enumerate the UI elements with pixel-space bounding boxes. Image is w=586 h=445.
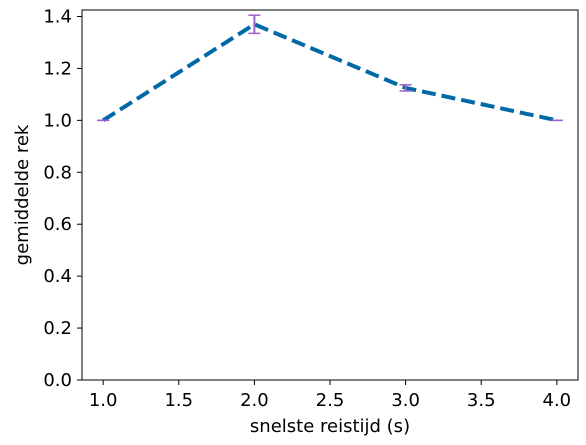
y-axis-label: gemiddelde rek	[12, 124, 33, 265]
x-tick-label: 1.5	[164, 390, 193, 411]
y-tick-label: 1.0	[43, 110, 72, 131]
y-tick-label: 0.6	[43, 214, 72, 235]
x-tick-label: 2.0	[240, 390, 269, 411]
error-bar	[399, 84, 412, 92]
x-tick-label: 3.5	[467, 390, 496, 411]
plot-area	[97, 14, 563, 123]
x-tick-label: 3.0	[391, 390, 420, 411]
x-axis-label: snelste reistijd (s)	[250, 416, 410, 437]
y-tick-label: 1.2	[43, 58, 72, 79]
x-tick-label: 1.0	[89, 390, 118, 411]
y-tick-label: 0.0	[43, 370, 72, 391]
error-bar	[248, 14, 261, 35]
y-tick-label: 0.2	[43, 318, 72, 339]
y-tick-label: 0.8	[43, 162, 72, 183]
x-tick-label: 2.5	[316, 390, 345, 411]
ticks: 1.0 1.5 2.0 2.5 3.0 3.5 4.0 0.0 0.2 0.4 0.6 0.8 1.0 1…	[43, 6, 571, 411]
y-tick-label: 1.4	[43, 6, 72, 27]
y-tick-label: 0.4	[43, 266, 72, 287]
x-tick-label: 4.0	[543, 390, 572, 411]
series-line	[102, 22, 558, 123]
